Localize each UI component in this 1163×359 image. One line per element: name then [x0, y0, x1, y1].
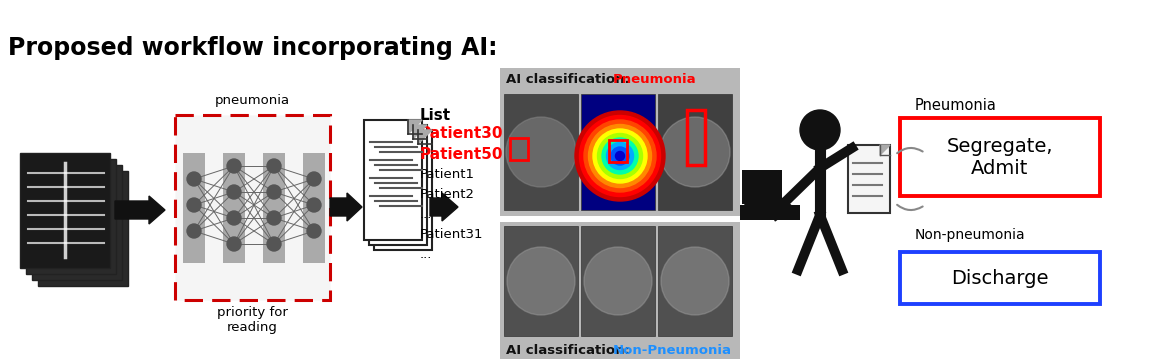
FancyBboxPatch shape [742, 170, 782, 204]
FancyBboxPatch shape [658, 94, 732, 210]
Text: pneumonia: pneumonia [214, 94, 290, 107]
Circle shape [187, 198, 201, 212]
FancyBboxPatch shape [174, 115, 330, 300]
FancyBboxPatch shape [33, 165, 122, 280]
Text: List: List [420, 108, 451, 123]
Circle shape [598, 134, 642, 178]
Circle shape [593, 129, 647, 183]
Circle shape [187, 224, 201, 238]
Text: Non-pneumonia: Non-pneumonia [915, 228, 1026, 242]
Text: ...: ... [420, 208, 433, 221]
Circle shape [588, 125, 651, 187]
Circle shape [267, 211, 281, 225]
Text: Discharge: Discharge [951, 269, 1049, 288]
Circle shape [611, 147, 629, 165]
FancyBboxPatch shape [504, 226, 578, 336]
FancyBboxPatch shape [582, 226, 655, 336]
FancyArrow shape [330, 193, 362, 221]
Text: priority for
reading: priority for reading [216, 306, 287, 334]
Circle shape [507, 247, 575, 315]
FancyBboxPatch shape [38, 171, 128, 286]
Circle shape [506, 117, 576, 187]
Polygon shape [413, 125, 427, 139]
FancyArrow shape [115, 196, 165, 224]
Text: Patient1: Patient1 [420, 168, 475, 181]
Circle shape [615, 151, 625, 160]
Circle shape [227, 211, 241, 225]
Text: Patient30: Patient30 [420, 126, 504, 141]
Text: Patient31: Patient31 [420, 228, 484, 241]
Polygon shape [408, 120, 422, 134]
Text: Proposed workflow incorporating AI:: Proposed workflow incorporating AI: [8, 36, 498, 60]
Circle shape [307, 198, 321, 212]
Circle shape [307, 172, 321, 186]
Text: Pneumonia: Pneumonia [613, 73, 697, 86]
Circle shape [800, 110, 840, 150]
Circle shape [661, 247, 729, 315]
Circle shape [579, 116, 661, 196]
Text: Patient2: Patient2 [420, 188, 475, 201]
Circle shape [606, 143, 634, 169]
Circle shape [584, 247, 652, 315]
Circle shape [267, 159, 281, 173]
FancyBboxPatch shape [374, 130, 431, 250]
FancyBboxPatch shape [364, 120, 422, 240]
Polygon shape [880, 145, 890, 155]
FancyBboxPatch shape [740, 205, 800, 220]
FancyBboxPatch shape [582, 94, 655, 210]
Circle shape [187, 172, 201, 186]
Circle shape [227, 159, 241, 173]
FancyBboxPatch shape [183, 153, 205, 263]
FancyBboxPatch shape [369, 125, 427, 245]
Text: Pneumonia: Pneumonia [915, 98, 997, 113]
FancyBboxPatch shape [500, 68, 740, 216]
Circle shape [575, 111, 665, 201]
Text: AI classification:: AI classification: [506, 73, 635, 86]
Text: Non-Pneumonia: Non-Pneumonia [613, 344, 732, 357]
Polygon shape [418, 130, 431, 144]
FancyBboxPatch shape [848, 145, 890, 213]
FancyArrow shape [430, 193, 458, 221]
Text: ...: ... [420, 248, 433, 261]
Text: AI classification:: AI classification: [506, 344, 635, 357]
Circle shape [227, 237, 241, 251]
FancyBboxPatch shape [20, 153, 110, 268]
Circle shape [659, 117, 730, 187]
FancyBboxPatch shape [304, 153, 324, 263]
Circle shape [602, 138, 638, 174]
FancyBboxPatch shape [504, 94, 578, 210]
FancyBboxPatch shape [223, 153, 245, 263]
FancyBboxPatch shape [900, 252, 1100, 304]
Text: Segregate,
Admit: Segregate, Admit [947, 136, 1054, 177]
FancyBboxPatch shape [658, 226, 732, 336]
FancyBboxPatch shape [500, 222, 740, 359]
FancyArrow shape [745, 193, 793, 221]
FancyBboxPatch shape [900, 118, 1100, 196]
Text: Patient50: Patient50 [420, 147, 504, 162]
Circle shape [584, 120, 656, 192]
Circle shape [307, 224, 321, 238]
FancyBboxPatch shape [263, 153, 285, 263]
Circle shape [227, 185, 241, 199]
Circle shape [267, 185, 281, 199]
FancyBboxPatch shape [26, 159, 116, 274]
Circle shape [267, 237, 281, 251]
